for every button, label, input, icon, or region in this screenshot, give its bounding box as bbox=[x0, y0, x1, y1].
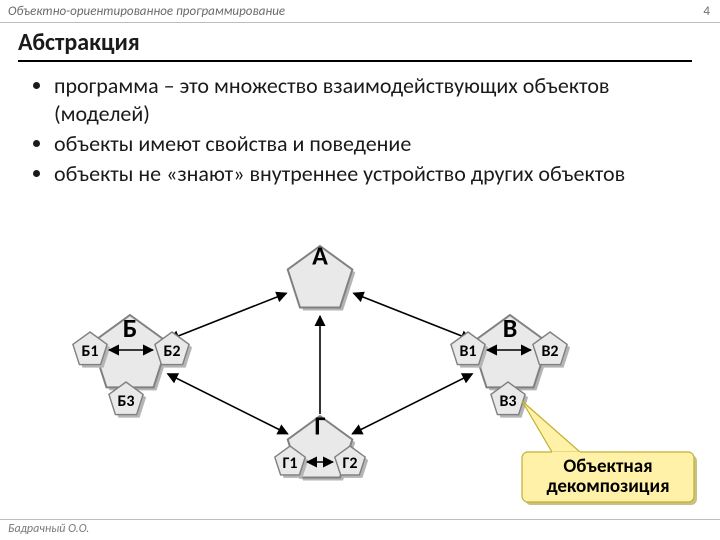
svg-text:В1: В1 bbox=[459, 342, 476, 361]
svg-text:А: А bbox=[312, 240, 328, 272]
object-diagram: АБВГБ1Б2Б3В1В2В3Г1Г2Объектнаядекомпозици… bbox=[0, 240, 720, 510]
bullet-item: объекты имеют свойства и поведение bbox=[54, 130, 696, 158]
bullet-item: программа – это множество взаимодействую… bbox=[54, 72, 696, 128]
svg-text:В3: В3 bbox=[499, 392, 516, 411]
svg-text:Б1: Б1 bbox=[82, 342, 99, 361]
page-number: 4 bbox=[703, 4, 710, 19]
bullet-list: программа – это множество взаимодействую… bbox=[36, 72, 696, 191]
page-title: Абстракция bbox=[18, 28, 140, 57]
rule-top bbox=[0, 22, 720, 23]
svg-text:В2: В2 bbox=[541, 342, 558, 361]
svg-text:Г1: Г1 bbox=[282, 454, 297, 473]
svg-text:Б: Б bbox=[123, 312, 137, 344]
svg-text:Г: Г bbox=[314, 410, 325, 442]
course-header: Объектно-ориентированное программировани… bbox=[8, 4, 285, 19]
bullet-item: объекты не «знают» внутреннее устройство… bbox=[54, 160, 696, 188]
svg-text:Б3: Б3 bbox=[118, 392, 135, 411]
rule-title bbox=[18, 60, 692, 62]
svg-text:Б2: Б2 bbox=[164, 342, 181, 361]
svg-text:Г2: Г2 bbox=[342, 454, 357, 473]
author-footer: Бадрачный О.О. bbox=[8, 522, 89, 536]
rule-bottom bbox=[0, 519, 720, 520]
svg-text:В: В bbox=[503, 312, 518, 344]
svg-text:декомпозиция: декомпозиция bbox=[546, 475, 669, 498]
